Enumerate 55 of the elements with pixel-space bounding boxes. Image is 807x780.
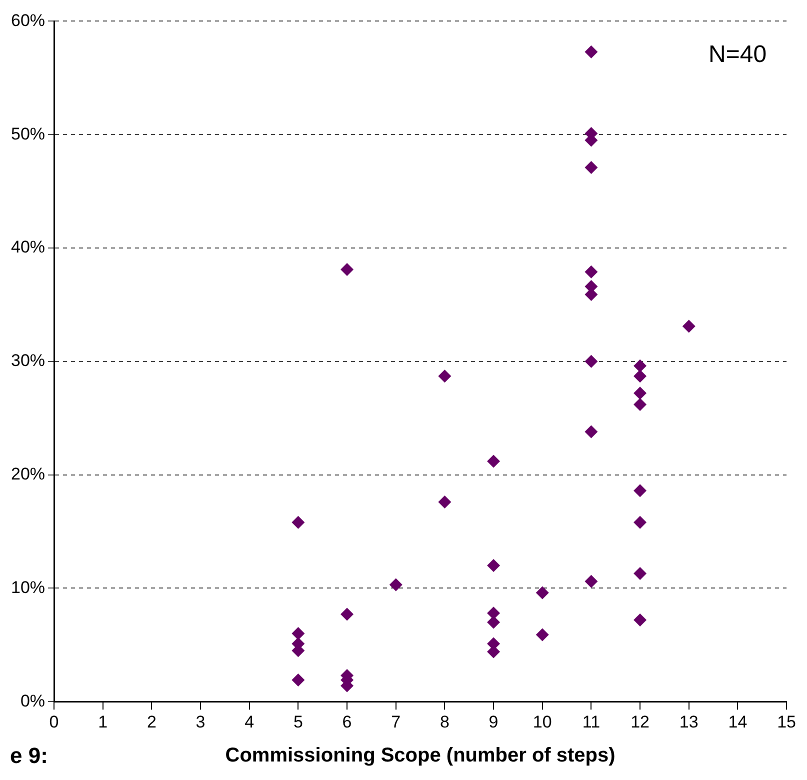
point <box>340 608 354 621</box>
point <box>487 616 500 629</box>
text: e 9: <box>10 743 48 768</box>
point <box>634 398 647 411</box>
x-tick-label: 5 <box>293 712 303 732</box>
x-tick-label: 11 <box>582 712 600 732</box>
point <box>682 320 696 333</box>
x-tick-label: 13 <box>679 712 698 732</box>
point <box>634 516 647 529</box>
point <box>487 454 500 468</box>
x-tick-label: 1 <box>98 712 108 732</box>
y-tick-label: 10% <box>10 578 46 597</box>
y-tick-label: 60% <box>10 10 46 30</box>
point <box>438 496 452 509</box>
x-tick-label: 12 <box>630 712 650 732</box>
point <box>292 516 305 529</box>
point <box>584 45 598 58</box>
x-tick-label: 7 <box>391 712 401 732</box>
point <box>634 566 647 580</box>
x-tick-label: 0 <box>49 712 59 732</box>
point <box>634 613 647 626</box>
annotation: N=40 <box>708 40 767 68</box>
x-tick-label: 10 <box>532 712 552 732</box>
point <box>634 484 647 498</box>
point <box>438 370 452 383</box>
point <box>389 578 402 592</box>
x-tick-label: 9 <box>488 712 498 732</box>
x-tick-label: 2 <box>146 712 156 732</box>
point <box>634 386 647 400</box>
point <box>584 265 598 278</box>
point <box>292 627 305 640</box>
x-tick-label: 6 <box>342 712 352 732</box>
point <box>634 370 647 383</box>
point <box>487 606 500 620</box>
point <box>584 354 598 368</box>
x-tick-label: 4 <box>244 712 254 732</box>
y-tick-label: 0% <box>20 691 46 710</box>
x-tick-label: 14 <box>728 712 748 732</box>
y-tick-label: 30% <box>10 351 46 370</box>
point <box>536 628 549 642</box>
point <box>584 425 598 438</box>
point <box>292 674 305 687</box>
point <box>584 574 598 588</box>
x-tick-label: 15 <box>777 712 796 732</box>
x-axis-title: Commissioning Scope (number of steps) <box>225 744 616 767</box>
y-tick-label: 50% <box>10 124 46 144</box>
x-tick-label: 3 <box>196 712 206 732</box>
y-tick-label: 20% <box>10 464 46 484</box>
point <box>634 359 647 372</box>
point <box>487 559 500 572</box>
point <box>536 586 549 600</box>
point <box>340 263 354 276</box>
x-tick-label: 8 <box>440 712 450 732</box>
point <box>584 160 598 174</box>
y-tick-label: 40% <box>10 238 46 257</box>
